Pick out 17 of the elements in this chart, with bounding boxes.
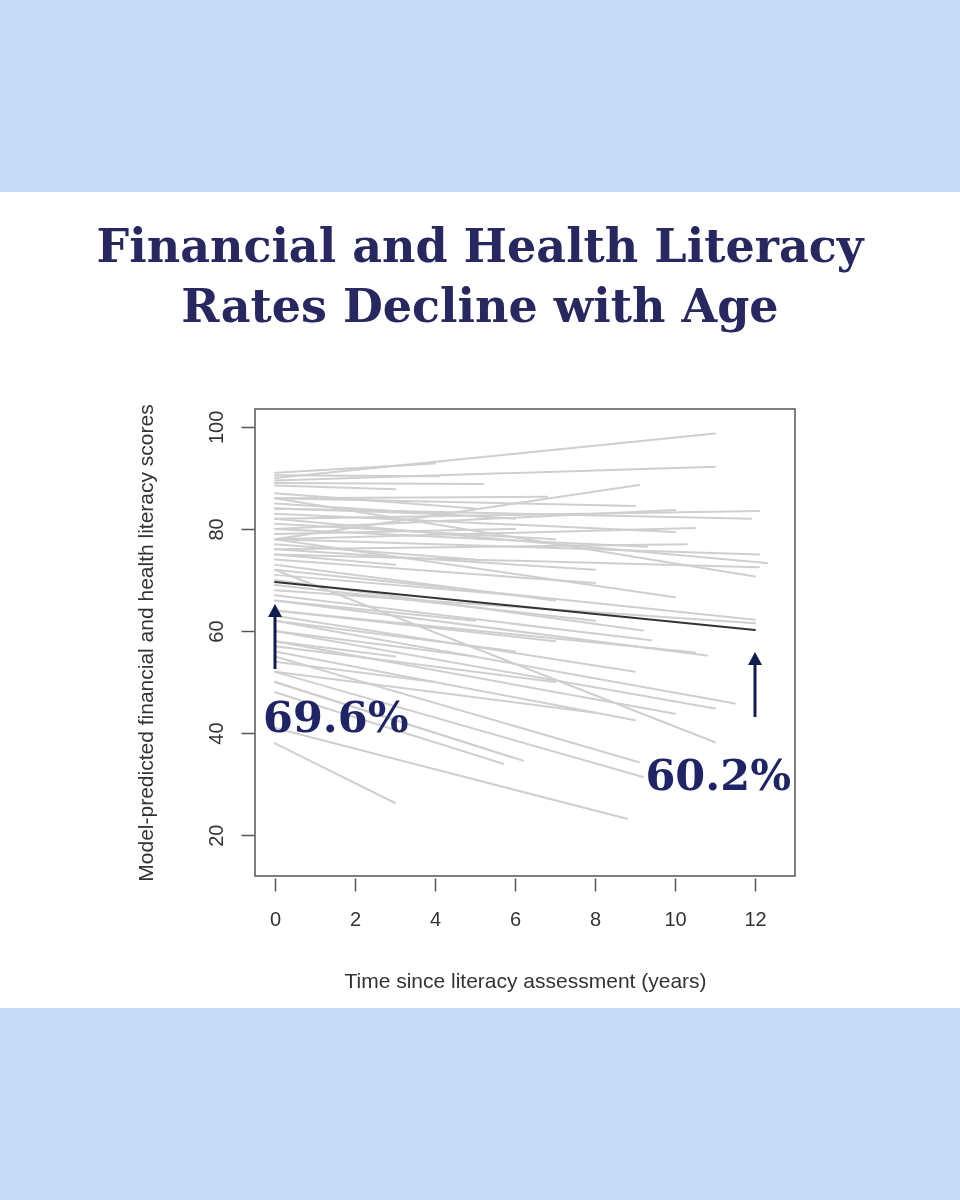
- x-tick-label: 4: [429, 907, 442, 930]
- x-axis-title: Time since literacy assessment (years): [344, 968, 707, 992]
- annotation: 69.6%: [263, 692, 409, 743]
- y-tick-label: 60: [204, 620, 227, 643]
- y-tick-label: 80: [204, 518, 227, 541]
- y-tick-label: 20: [204, 824, 227, 847]
- y-tick-label: 100: [204, 410, 227, 445]
- annotation: 60.2%: [645, 750, 791, 800]
- x-tick-label: 12: [744, 907, 767, 930]
- x-tick-label: 6: [509, 907, 522, 930]
- x-tick-label: 8: [589, 907, 602, 930]
- x-tick-label: 0: [269, 907, 282, 930]
- y-tick-label: 40: [204, 722, 227, 745]
- chart-title: Financial and Health Literacy Rates Decline with Age: [95, 218, 866, 335]
- y-axis-title: Model-predicted financial and health literacy scores: [133, 404, 157, 882]
- x-tick-label: 10: [664, 907, 687, 930]
- x-tick-label: 2: [349, 907, 362, 930]
